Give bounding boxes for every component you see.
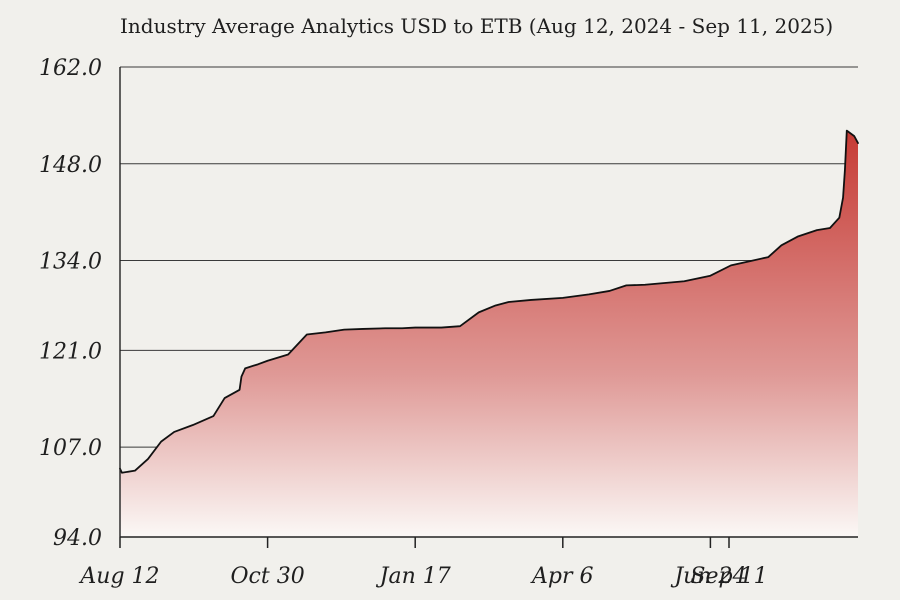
chart-title: Industry Average Analytics USD to ETB (A… (120, 14, 833, 38)
x-tick-label: Jun 24 (670, 564, 746, 589)
series-line (119, 129, 859, 474)
y-tick-label: 121.0 (39, 339, 102, 364)
x-tick-label: Oct 30 (231, 564, 305, 589)
y-tick-label: 134.0 (39, 250, 102, 275)
area-fill (120, 130, 858, 537)
y-tick-label: 107.0 (39, 436, 102, 461)
x-tick-label: Apr 6 (530, 564, 593, 589)
y-tick-label: 94.0 (53, 526, 102, 551)
y-tick-label: 162.0 (39, 56, 102, 81)
x-tick-label: Aug 12 (78, 564, 159, 589)
y-tick-label: 148.0 (39, 153, 102, 178)
x-tick-label: Jan 17 (376, 564, 451, 589)
x-tick-label: Sep 11 (690, 564, 767, 589)
axes: 94.0 107.0 121.0 134.0 148.0 162.0 Aug 12 Oct 3… (39, 56, 858, 589)
